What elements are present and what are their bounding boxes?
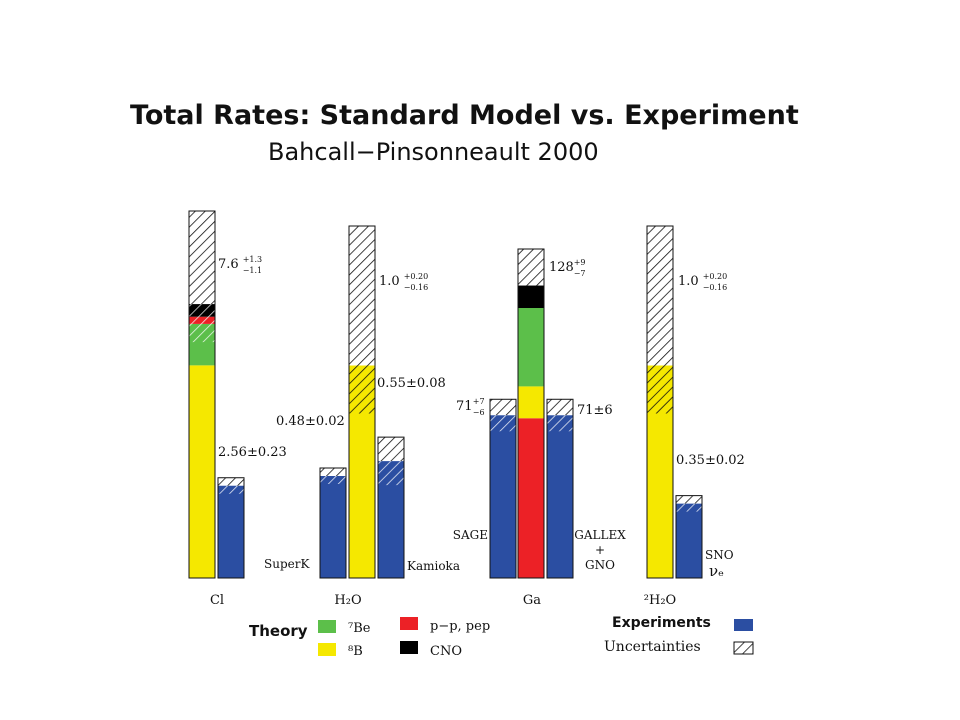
theory-bar-cno-2 (518, 285, 544, 309)
experiment-name-plus: + (595, 543, 605, 557)
theory-label-0: 7.6 +1.3 −1.1 (218, 255, 262, 275)
theory-label-2-sub: −7 (574, 269, 586, 278)
experiment-bar-2-1 (547, 415, 573, 578)
experiment-bar-outline-2-0 (489, 398, 517, 579)
group-label-2: Ga (523, 593, 541, 608)
group-2: SAGE 71±6 GALLEX+GNO Ga (453, 248, 626, 608)
experiment-name-1-1: Kamioka (407, 559, 460, 573)
experiment-label-2-0-value: 71 (456, 399, 473, 414)
legend-swatch-pp (400, 617, 418, 630)
experiment-name-2-0: SAGE (453, 528, 488, 542)
legend-label-be7: ⁷Be (348, 621, 371, 636)
theory-label-1-sup: +0.20 (404, 272, 429, 281)
experiment-name-gno: GNO (585, 558, 615, 572)
legend-uncertainties-label: Uncertainties (604, 639, 701, 655)
theory-uncertainty-lower-0 (189, 304, 215, 343)
legend-label-cno: CNO (430, 644, 462, 659)
experiment-bar-0-0 (218, 485, 244, 578)
experiment-uncertainty-upper-3-0 (676, 495, 702, 504)
theory-uncertainty-lower-3 (647, 365, 673, 414)
legend-swatch-experiments (734, 619, 753, 631)
experiment-name-1-0: SuperK (264, 557, 310, 571)
theory-label-0-sub: −1.1 (243, 266, 262, 275)
experiment-uncertainty-lower-2-0 (490, 415, 516, 432)
group-label-0: Cl (210, 593, 224, 608)
chart-title: Total Rates: Standard Model vs. Experime… (130, 100, 799, 131)
experiment-label-2-0: 71 +7 −6 (456, 397, 485, 417)
group-label-3: ²H₂O (644, 593, 676, 608)
experiment-uncertainty-lower-3-0 (676, 503, 702, 512)
group-0: 2.56±0.23 Cl (188, 210, 287, 608)
experiment-bar-outline-1-0 (319, 467, 347, 579)
theory-bar-outline-0 (188, 210, 216, 579)
experiment-label-1-1: 0.55±0.08 (377, 376, 446, 391)
experiment-uncertainty-lower-1-0 (320, 476, 346, 484)
legend-swatch-be7 (318, 620, 336, 633)
legend-experiments-label: Experiments (612, 615, 711, 631)
theory-uncertainty-upper-0 (189, 211, 215, 305)
experiment-label-2-1: 71±6 (577, 403, 613, 418)
experiment-bar-outline-3-0 (675, 495, 703, 579)
experiment-uncertainty-upper-1-1 (378, 437, 404, 462)
theory-label-0-value: 7.6 (218, 257, 239, 272)
experiment-label-1-0: 0.48±0.02 (276, 414, 345, 429)
experiment-label-0-0: 2.56±0.23 (218, 445, 287, 460)
experiment-uncertainty-lower-1-1 (378, 461, 404, 486)
theory-uncertainty-upper-1 (349, 226, 375, 366)
theory-label-2-value: 128 (549, 260, 574, 275)
theory-label-1-value: 1.0 (379, 274, 400, 289)
experiment-bar-2-0 (490, 415, 516, 578)
experiment-bar-outline-1-1 (377, 436, 405, 579)
theory-uncertainty-lower-1 (349, 365, 375, 414)
legend-swatch-cno (400, 641, 418, 654)
legend-theory-title: Theory (249, 622, 308, 640)
legend-label-pp: p−p, pep (430, 619, 490, 634)
legend: Theory ⁷Be ⁸B p−p, pep CNO Experiments Uncerta… (249, 615, 754, 659)
chart-subtitle: Bahcall−Pinsonneault 2000 (268, 138, 599, 166)
experiment-name-3-0: SNO (705, 548, 734, 562)
experiment-uncertainty-upper-1-0 (320, 468, 346, 476)
theory-bar-outline-1 (348, 225, 376, 579)
theory-bar-outline-3 (646, 225, 674, 579)
theory-bar-pp-2 (518, 418, 544, 578)
theory-label-2: 128 +9 −7 (549, 258, 585, 278)
experiment-label-2-0-sup: +7 (473, 397, 485, 406)
experiment-uncertainty-lower-2-1 (547, 415, 573, 432)
experiment-name-nu: νₑ (709, 562, 724, 580)
theory-label-3-sup: +0.20 (703, 272, 728, 281)
theory-uncertainty-upper-2 (518, 249, 544, 286)
theory-label-3: 1.0 +0.20 −0.16 (678, 272, 727, 292)
legend-swatch-b8 (318, 643, 336, 656)
theory-label-2-sup: +9 (574, 258, 586, 267)
theory-bar-7be-2 (518, 308, 544, 387)
theory-label-1-sub: −0.16 (404, 283, 429, 292)
theory-uncertainty-upper-3 (647, 226, 673, 366)
theory-bar-outline-2 (517, 248, 545, 579)
theory-label-3-sub: −0.16 (703, 283, 728, 292)
legend-label-b8: ⁸B (348, 644, 363, 659)
experiment-label-3-0: 0.35±0.02 (676, 453, 745, 468)
group-1: 0.48±0.02 SuperK 0.55±0.08 Kamioka H₂O (264, 225, 460, 608)
theory-label-0-sup: +1.3 (243, 255, 262, 264)
theory-bar-8b-0 (189, 365, 215, 578)
experiment-bar-outline-2-1 (546, 398, 574, 579)
experiment-uncertainty-upper-2-1 (547, 399, 573, 416)
experiment-uncertainty-upper-0-0 (218, 477, 244, 486)
experiment-bar-3-0 (676, 503, 702, 578)
theory-label-1: 1.0 +0.20 −0.16 (379, 272, 428, 292)
bars-layer: 2.56±0.23 Cl 7.6 +1.3 −1.1 0.48±0.02 SuperK 0.5… (188, 210, 745, 608)
theory-label-3-value: 1.0 (678, 274, 699, 289)
experiment-uncertainty-upper-2-0 (490, 399, 516, 416)
group-label-1: H₂O (334, 593, 361, 608)
experiment-name-2-1: GALLEX (574, 528, 626, 542)
experiment-bar-1-0 (320, 476, 346, 578)
experiment-label-2-0-sub: −6 (473, 408, 485, 417)
theory-bar-8b-2 (518, 386, 544, 419)
experiment-uncertainty-lower-0-0 (218, 485, 244, 494)
experiment-bar-outline-0-0 (217, 477, 245, 579)
legend-swatch-uncertainties (733, 641, 754, 655)
